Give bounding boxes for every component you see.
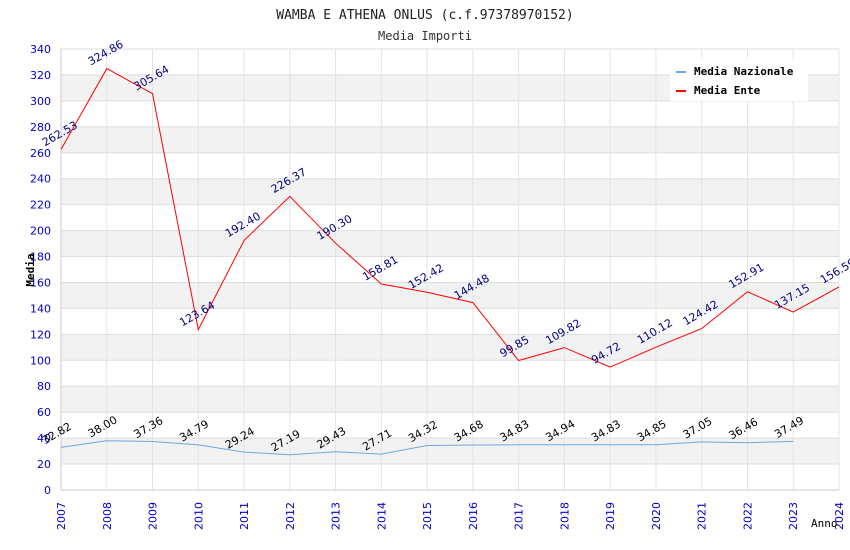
y-tick-label: 220 <box>30 199 51 212</box>
grid-band <box>61 230 839 257</box>
y-axis-ticks: 0 20 40 60 80 100 120 140 160 180 200 220 240 260 280 3… <box>30 43 51 497</box>
legend-label-nazionale: Media Nazionale <box>694 65 794 78</box>
y-tick-label: 240 <box>30 173 51 186</box>
x-tick-label: 2009 <box>147 502 160 530</box>
legend-label-ente: Media Ente <box>694 84 761 97</box>
x-tick-label: 2007 <box>55 502 68 530</box>
y-tick-label: 340 <box>30 43 51 56</box>
series-line-1 <box>60 67 840 368</box>
x-tick-label: 2015 <box>421 502 434 530</box>
x-tick-label: 2013 <box>330 502 343 530</box>
y-tick-label: 120 <box>30 328 51 341</box>
y-tick-label: 300 <box>30 95 51 108</box>
chart-title: WAMBA E ATHENA ONLUS (c.f.97378970152) <box>276 8 573 23</box>
data-label: 158.81 <box>360 253 400 284</box>
grid-lines <box>60 48 840 491</box>
x-tick-label: 2014 <box>375 502 388 530</box>
y-tick-label: 260 <box>30 147 51 160</box>
x-tick-label: 2021 <box>696 502 709 530</box>
y-tick-label: 80 <box>37 380 51 393</box>
data-label: 38.00 <box>86 413 120 440</box>
x-tick-label: 2016 <box>467 502 480 530</box>
y-tick-label: 280 <box>30 121 51 134</box>
x-tick-label: 2018 <box>558 502 571 530</box>
x-tick-label: 2024 <box>833 502 846 530</box>
y-tick-label: 60 <box>37 406 51 419</box>
grid-band <box>61 282 839 309</box>
data-label: 37.49 <box>772 414 806 441</box>
x-tick-label: 2008 <box>101 502 114 530</box>
data-label: 156.59 <box>818 256 850 287</box>
legend-box <box>670 59 808 101</box>
y-tick-label: 20 <box>37 458 51 471</box>
y-tick-label: 100 <box>30 354 51 367</box>
x-tick-label: 2020 <box>650 502 663 530</box>
grid-band <box>61 178 839 205</box>
series-line-0 <box>60 440 794 456</box>
chart-subtitle: Media Importi <box>378 29 472 43</box>
grid-bands <box>61 74 839 465</box>
y-tick-label: 180 <box>30 251 51 264</box>
grid-band <box>61 334 839 361</box>
x-axis-label: Anno <box>811 517 838 530</box>
y-tick-label: 140 <box>30 302 51 315</box>
y-tick-label: 320 <box>30 69 51 82</box>
y-tick-label: 200 <box>30 225 51 238</box>
series-group <box>60 67 840 456</box>
data-label: 37.05 <box>681 415 715 442</box>
y-axis-label: Media <box>24 253 37 286</box>
x-tick-label: 2010 <box>192 502 205 530</box>
legend: Media Nazionale Media Ente <box>670 59 808 101</box>
x-tick-label: 2019 <box>604 502 617 530</box>
data-label: 37.36 <box>132 414 166 441</box>
y-tick-label: 40 <box>37 432 51 445</box>
x-axis-ticks: 2007 2008 2009 2010 2011 2012 2013 2014 2015 2016… <box>55 502 846 530</box>
y-tick-label: 160 <box>30 276 51 289</box>
x-tick-label: 2012 <box>284 502 297 530</box>
x-tick-label: 2022 <box>741 502 754 530</box>
x-tick-label: 2017 <box>513 502 526 530</box>
x-tick-label: 2023 <box>787 502 800 530</box>
grid-band <box>61 386 839 413</box>
y-tick-label: 0 <box>44 484 51 497</box>
grid-band <box>61 126 839 153</box>
data-label: 324.86 <box>86 38 126 69</box>
x-tick-label: 2011 <box>238 502 251 530</box>
